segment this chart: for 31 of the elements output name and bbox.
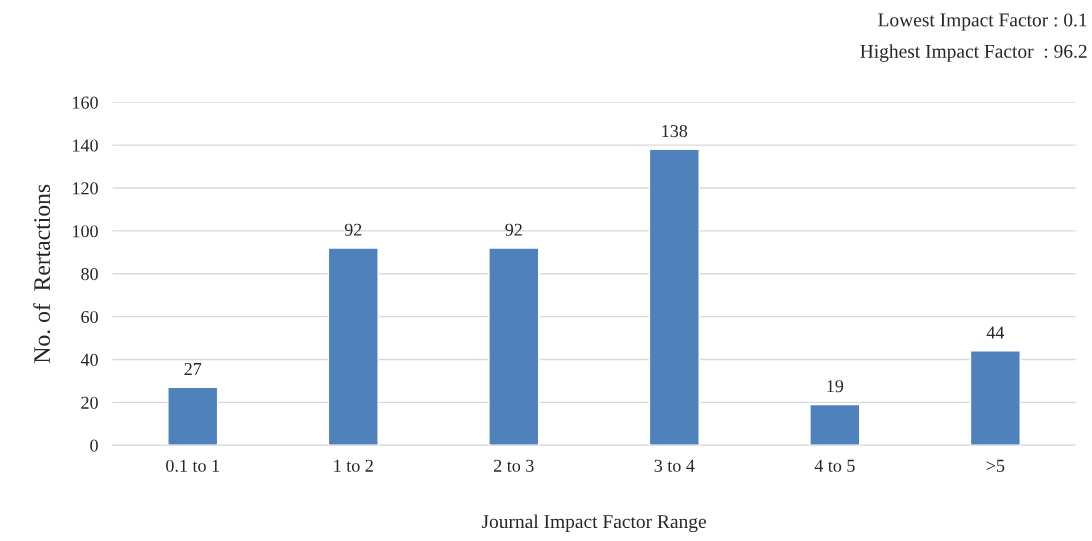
y-tick-label: 80	[81, 268, 98, 281]
bar	[809, 403, 861, 446]
x-tick-label: 0.1 to 1	[166, 459, 219, 472]
data-label: 92	[344, 223, 362, 236]
y-tick-label: 120	[73, 182, 98, 195]
data-label: 27	[184, 362, 202, 375]
bar	[488, 247, 540, 446]
y-tick-label: 140	[73, 139, 98, 152]
y-tick-label: 160	[73, 96, 98, 109]
y-tick-label: 40	[80, 353, 98, 366]
y-tick-label: 0	[90, 439, 98, 452]
bar	[969, 350, 1021, 446]
bar	[167, 386, 219, 446]
y-tick-label: 60	[81, 310, 98, 324]
data-label: 44	[986, 326, 1005, 339]
bar	[327, 247, 379, 446]
y-axis-title: No. of Rertactions	[33, 184, 51, 363]
y-tick-label: 100	[73, 225, 98, 238]
data-label: 138	[662, 124, 688, 138]
x-tick-label: 3 to 4	[654, 459, 695, 472]
data-label: 92	[505, 223, 522, 236]
x-axis-title: Journal Impact Factor Range	[481, 514, 706, 533]
x-tick-label: 1 to 2	[334, 459, 373, 472]
y-tick-label: 20	[81, 396, 98, 409]
text: Highest Impact Factor : 96.2	[860, 44, 1087, 62]
x-tick-label: >5	[986, 459, 1005, 472]
bar	[648, 148, 700, 446]
text: Lowest Impact Factor : 0.1	[878, 13, 1087, 31]
x-tick-label: 2 to 3	[494, 459, 534, 472]
x-tick-label: 4 to 5	[814, 459, 855, 472]
data-label: 19	[827, 380, 844, 393]
